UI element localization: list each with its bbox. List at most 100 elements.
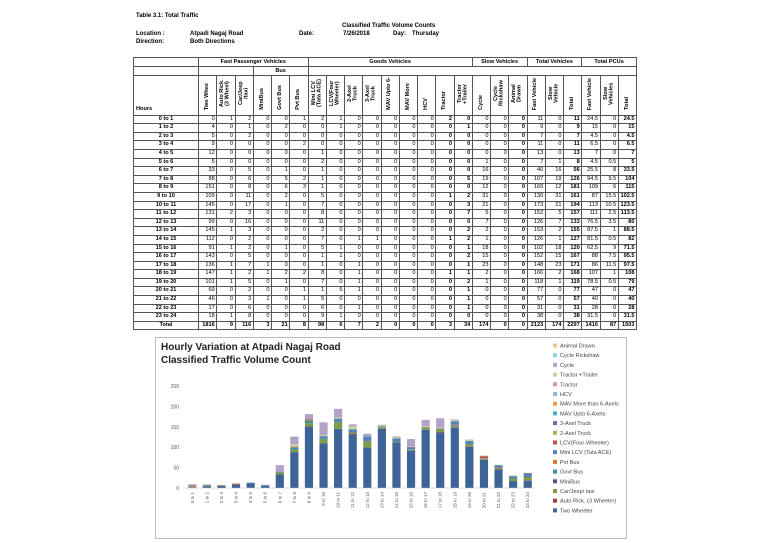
bar-segment bbox=[319, 439, 328, 444]
column-header-text: Govt Bus bbox=[276, 85, 283, 110]
value-cell: 24.5 bbox=[617, 114, 638, 125]
value-cell: 108 bbox=[617, 269, 638, 279]
bar-segment bbox=[319, 438, 328, 440]
value-cell: 1 bbox=[307, 260, 327, 271]
value-cell: 0 bbox=[289, 312, 309, 322]
header-blank bbox=[307, 66, 637, 76]
value-cell: 0 bbox=[544, 148, 565, 159]
value-cell: 12 bbox=[197, 148, 218, 159]
value-cell: 0 bbox=[362, 148, 382, 159]
value-cell: 0 bbox=[508, 243, 528, 254]
value-cell: 0 bbox=[252, 123, 273, 133]
value-cell: 15 bbox=[471, 252, 492, 262]
value-cell: 47 bbox=[581, 286, 601, 297]
value-cell: 0 bbox=[252, 183, 273, 193]
column-header-text: Hours bbox=[136, 106, 153, 112]
x-tick-label: 12 to 13 bbox=[365, 492, 370, 509]
value-cell: 0 bbox=[362, 312, 382, 322]
value-cell: 23 bbox=[471, 260, 492, 271]
value-cell: 3 bbox=[234, 226, 254, 236]
column-header-text: LCV(Four Wheeler) bbox=[328, 80, 341, 107]
value-cell: 0 bbox=[270, 312, 291, 322]
value-cell: 5 bbox=[234, 277, 254, 288]
table-row: 1 to 2 4 0 1 0 2 0 0 1 0 0 0 0 0 0 1 0 0 0 9 0 9 15 0 15 bbox=[133, 123, 638, 133]
value-cell: 0 bbox=[252, 303, 273, 314]
column-header-text: MAV More bbox=[404, 83, 411, 110]
value-cell: 6.5 bbox=[581, 140, 601, 150]
value-cell: 0 bbox=[489, 320, 510, 331]
value-cell: 11 bbox=[562, 114, 583, 125]
legend-swatch bbox=[553, 440, 557, 445]
column-header: Cycle Rickshaw bbox=[489, 75, 510, 116]
value-cell: 112 bbox=[197, 234, 218, 245]
value-cell: 0 bbox=[252, 312, 273, 322]
chart-subtitle: Classified Traffic Volume Count bbox=[161, 355, 312, 366]
value-cell: 0 bbox=[508, 226, 528, 236]
table-row: 8 to 9 151 0 8 0 6 3 1 0 0 0 0 0 0 0 0 12 0 0 169 12 181 109 6 1… bbox=[133, 183, 638, 193]
value-cell: 5 bbox=[197, 131, 218, 142]
value-cell: 0 bbox=[289, 252, 309, 262]
value-cell: 0 bbox=[416, 140, 437, 150]
value-cell: 86 bbox=[581, 260, 601, 271]
value-cell: 0 bbox=[489, 157, 510, 168]
bar-segment bbox=[421, 425, 430, 427]
value-cell: 1 bbox=[307, 174, 327, 185]
value-cell: 0 bbox=[508, 148, 528, 159]
bar-segment bbox=[304, 426, 314, 488]
value-cell: 1 bbox=[216, 114, 236, 125]
bar-segment bbox=[188, 486, 197, 488]
value-cell: 1 bbox=[453, 303, 473, 314]
x-tick-label: 8 to 9 bbox=[306, 492, 311, 504]
table-row: 10 to 11 145 0 17 0 1 0 7 0 0 0 0 0 0 0 3 21 0 0 173 21 194 11… bbox=[133, 200, 638, 211]
value-cell: 1 bbox=[343, 234, 364, 245]
value-cell: 0 bbox=[289, 303, 309, 314]
x-tick-label: 3 to 4 bbox=[234, 492, 239, 504]
value-cell: 62.5 bbox=[581, 243, 601, 254]
column-header-text: HCV bbox=[422, 98, 429, 110]
value-cell: 0 bbox=[289, 166, 309, 176]
value-cell: 0 bbox=[380, 295, 400, 305]
value-cell: 0 bbox=[489, 226, 510, 236]
value-cell: 0 bbox=[380, 303, 400, 314]
value-cell: 1 bbox=[325, 114, 346, 125]
value-cell: 155 bbox=[562, 226, 583, 236]
value-cell: 0 bbox=[216, 200, 236, 211]
value-cell: 1 bbox=[216, 312, 236, 322]
chart-frame bbox=[155, 337, 627, 539]
bar-segment bbox=[290, 446, 299, 448]
bar-segment bbox=[348, 429, 357, 433]
hour-cell: 5 to 6 bbox=[133, 157, 199, 168]
value-cell: 1 bbox=[234, 123, 254, 133]
value-cell: 0 bbox=[398, 114, 419, 125]
value-cell: 0 bbox=[544, 295, 565, 305]
bar-segment bbox=[450, 421, 459, 425]
value-cell: 1 bbox=[343, 286, 364, 297]
value-cell: 0 bbox=[489, 209, 510, 219]
value-cell: 113 bbox=[581, 200, 601, 211]
value-cell: 113.5 bbox=[617, 209, 638, 219]
value-cell: 0 bbox=[489, 243, 510, 254]
value-cell: 0 bbox=[362, 183, 382, 193]
legend-swatch bbox=[553, 362, 557, 367]
value-cell: 11 bbox=[526, 140, 546, 150]
value-cell: 1 bbox=[325, 312, 346, 322]
value-cell: 119 bbox=[562, 277, 583, 288]
value-cell: 120 bbox=[562, 243, 583, 254]
value-cell: 0 bbox=[471, 114, 492, 125]
value-cell: 18 bbox=[197, 312, 218, 322]
legend-label: Car/Jeep/ taxi bbox=[560, 489, 595, 495]
legend-label: Tractor +Trailer bbox=[560, 373, 598, 379]
value-cell: 0 bbox=[508, 191, 528, 202]
bar-segment bbox=[188, 485, 197, 487]
value-cell: 2 bbox=[544, 226, 565, 236]
bar-segment bbox=[217, 485, 226, 486]
value-cell: 2 bbox=[307, 157, 327, 168]
value-cell: 82 bbox=[617, 234, 638, 245]
value-cell: 3.5 bbox=[599, 217, 619, 228]
value-cell: 9 bbox=[526, 123, 546, 133]
value-cell: 0 bbox=[398, 226, 419, 236]
value-cell: 0 bbox=[599, 114, 619, 125]
value-cell: 0 bbox=[544, 114, 565, 125]
value-cell: 8 bbox=[307, 269, 327, 279]
value-cell: 0 bbox=[599, 140, 619, 150]
